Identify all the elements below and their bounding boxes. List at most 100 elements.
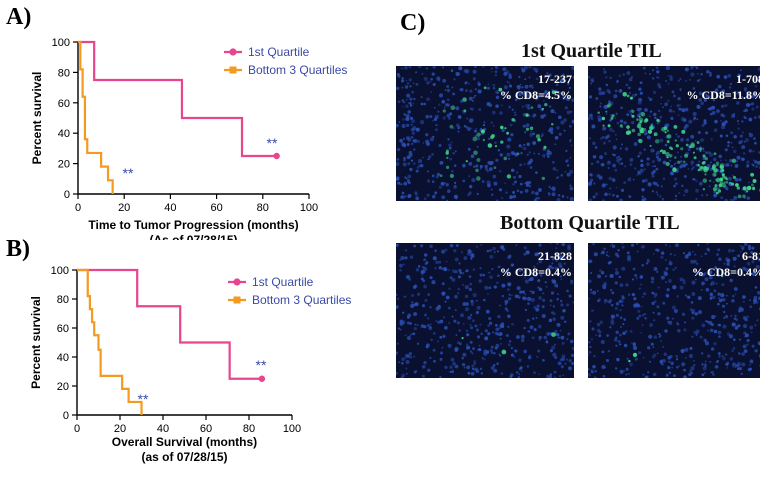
nucleus-dot [410,117,413,120]
nucleus-dot [457,341,460,344]
nucleus-dot [423,285,427,289]
nucleus-dot [475,128,477,130]
cd8-cell-dot [636,118,639,121]
cd8-cell-dot [713,187,717,191]
nucleus-dot [675,163,677,165]
nucleus-dot [455,365,459,369]
nucleus-dot [403,101,405,103]
nucleus-dot [572,301,574,303]
nucleus-dot [637,108,641,112]
nucleus-dot [737,123,739,125]
nucleus-dot [653,113,657,117]
nucleus-dot [725,353,728,356]
cd8-cell-dot [675,139,677,141]
nucleus-dot [461,251,463,253]
nucleus-dot [426,343,430,347]
nucleus-dot [608,100,611,103]
nucleus-dot [711,315,715,319]
nucleus-dot [431,280,435,284]
nucleus-dot [626,368,629,371]
nucleus-dot [511,169,514,172]
nucleus-dot [655,168,658,171]
nucleus-dot [473,360,476,363]
nucleus-dot [676,366,678,368]
nucleus-dot [453,249,456,252]
nucleus-dot [425,140,429,144]
nucleus-dot [495,74,497,76]
nucleus-dot [615,90,618,93]
nucleus-dot [550,243,552,244]
nucleus-dot [470,254,474,258]
nucleus-dot [506,334,509,337]
nucleus-dot [467,372,470,375]
nucleus-dot [631,244,634,247]
nucleus-dot [462,179,465,182]
nucleus-dot [735,164,739,168]
nucleus-dot [530,166,533,169]
nucleus-dot [695,189,699,193]
nucleus-dot [472,319,475,322]
nucleus-dot [444,182,446,184]
nucleus-dot [679,78,681,80]
cd8-cell-dot [544,103,547,106]
nucleus-dot [508,106,511,109]
nucleus-dot [686,138,689,141]
micrograph-id: 1-708 [736,72,760,87]
nucleus-dot [482,66,485,68]
y-tick-label: 20 [58,159,70,171]
nucleus-dot [488,138,490,140]
nucleus-dot [493,364,495,366]
nucleus-dot [603,70,606,73]
nucleus-dot [543,336,547,340]
nucleus-dot [642,324,644,326]
nucleus-dot [640,159,643,162]
nucleus-dot [589,95,592,98]
cd8-cell-dot [689,146,692,149]
nucleus-dot [534,153,536,155]
nucleus-dot [745,333,749,337]
nucleus-dot [740,140,743,143]
nucleus-dot [413,245,416,248]
y-tick-label: 60 [58,98,70,110]
nucleus-dot [483,121,485,123]
nucleus-dot [669,355,672,358]
nucleus-dot [396,351,398,354]
nucleus-dot [752,164,754,166]
nucleus-dot [605,284,607,286]
nucleus-dot [605,84,608,87]
nucleus-dot [398,361,400,363]
nucleus-dot [692,178,694,180]
cd8-cell-dot [703,166,708,171]
nucleus-dot [411,301,413,303]
nucleus-dot [414,327,417,330]
nucleus-dot [734,287,738,291]
nucleus-dot [532,318,534,320]
nucleus-dot [506,153,510,157]
nucleus-dot [749,149,752,152]
cd8-cell-dot [446,166,449,169]
nucleus-dot [734,315,737,318]
x-axis-label: Overall Survival (months) [112,435,257,449]
nucleus-dot [400,329,402,331]
nucleus-dot [675,198,677,200]
nucleus-dot [716,109,720,113]
nucleus-dot [596,160,599,163]
nucleus-dot [555,136,559,140]
micrograph-cd8: % CD8=4.5% [500,88,572,103]
cd8-cell-dot [466,160,468,162]
nucleus-dot [697,244,699,246]
cd8-cell-dot [476,158,480,162]
nucleus-dot [611,291,614,294]
nucleus-dot [534,328,537,331]
nucleus-dot [487,250,489,252]
nucleus-dot [686,254,688,256]
nucleus-dot [638,351,641,354]
nucleus-dot [619,163,621,165]
nucleus-dot [488,272,490,274]
nucleus-dot [435,115,439,119]
nucleus-dot [521,339,524,342]
micrograph-cd8: % CD8=0.4% [692,265,760,280]
nucleus-dot [532,141,536,145]
nucleus-dot [465,307,469,311]
nucleus-dot [451,371,454,374]
